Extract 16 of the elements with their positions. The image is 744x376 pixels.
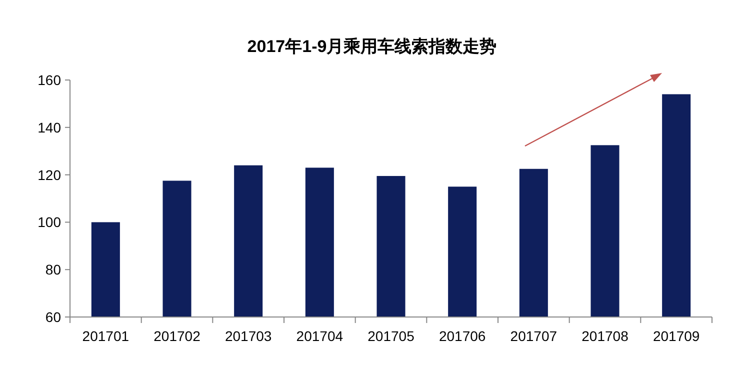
y-tick-label: 60 — [45, 309, 62, 325]
y-tick-label: 120 — [38, 166, 62, 183]
x-tick-label: 201704 — [296, 328, 344, 344]
x-tick-label: 201703 — [224, 328, 272, 344]
y-tick-label: 140 — [38, 119, 62, 136]
y-tick-label: 100 — [38, 214, 62, 230]
x-tick-label: 201708 — [582, 328, 629, 344]
chart-title: 2017年1-9月乘用车线索指数走势 — [247, 37, 497, 56]
x-tick-label: 201702 — [154, 328, 201, 344]
x-tick-label: 201709 — [652, 328, 700, 344]
x-tick-label: 201705 — [368, 328, 415, 344]
x-tick-label: 201706 — [438, 328, 486, 344]
y-tick-label: 160 — [38, 72, 62, 88]
x-tick-label: 201701 — [82, 328, 130, 344]
y-tick-label: 80 — [45, 262, 62, 278]
x-tick-label: 201707 — [510, 328, 558, 344]
